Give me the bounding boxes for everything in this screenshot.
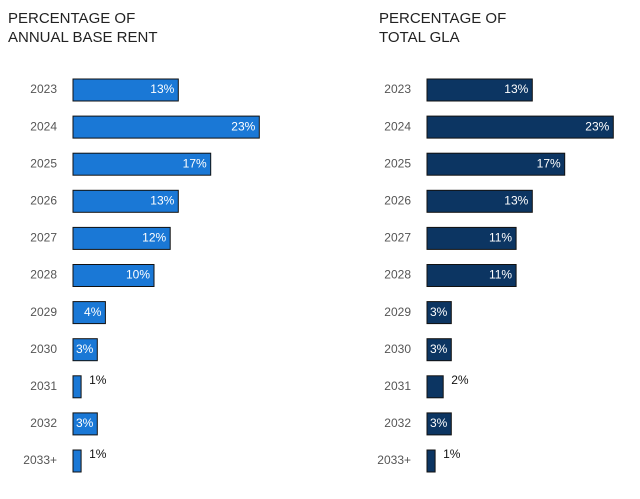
bar [426,226,517,250]
bar [72,78,179,102]
value-label: 13% [150,193,174,207]
chart-title: PERCENTAGE OF TOTAL GLA [379,10,507,46]
bar [426,152,566,176]
value-label: 12% [142,231,166,245]
value-label: 13% [504,193,528,207]
y-tick-label: 2024 [30,119,57,133]
bar [426,301,452,325]
value-label: 1% [89,447,107,461]
value-label: 3% [76,342,94,356]
bar [426,449,436,473]
bar [72,301,106,325]
y-tick-label: 2030 [384,342,411,356]
value-label: 3% [430,305,448,319]
value-label: 1% [443,447,461,461]
y-tick-label: 2032 [30,416,57,430]
bar [72,152,212,176]
y-tick-label: 2030 [30,342,57,356]
bar [426,375,444,399]
value-label: 11% [489,268,512,282]
value-label: 23% [585,119,609,133]
bar [72,115,260,139]
value-label: 1% [89,373,107,387]
value-label: 17% [183,156,207,170]
y-tick-label: 2026 [384,193,411,207]
bar [72,375,82,399]
value-label: 23% [231,119,255,133]
y-tick-label: 2032 [384,416,411,430]
y-tick-label: 2031 [384,379,411,393]
value-label: 17% [537,156,561,170]
y-tick-label: 2028 [30,268,57,282]
bar [72,264,155,287]
bar [72,189,179,213]
bar [72,412,98,436]
value-label: 10% [126,268,150,282]
bar [426,264,517,287]
bar [426,115,614,139]
y-tick-label: 2025 [384,156,411,170]
bar [72,226,171,250]
bar [72,338,98,362]
y-tick-label: 2023 [384,82,411,96]
value-label: 4% [84,305,102,319]
chart-title: PERCENTAGE OF ANNUAL BASE RENT [8,10,158,46]
value-label: 3% [430,342,448,356]
y-tick-label: 2033+ [377,453,411,467]
y-tick-label: 2027 [30,231,57,245]
value-label: 11% [489,231,512,245]
y-tick-label: 2026 [30,193,57,207]
bar [426,189,533,213]
bar [426,78,533,102]
value-label: 2% [451,373,469,387]
y-tick-label: 2031 [30,379,57,393]
y-tick-label: 2024 [384,119,411,133]
bar [426,412,452,436]
y-tick-label: 2029 [384,305,411,319]
y-tick-label: 2027 [384,231,411,245]
y-tick-label: 2028 [384,268,411,282]
bar [426,338,452,362]
bar [72,449,82,473]
value-label: 3% [430,416,448,430]
value-label: 13% [504,82,528,96]
y-tick-label: 2029 [30,305,57,319]
value-label: 3% [76,416,94,430]
value-label: 13% [150,82,174,96]
y-tick-label: 2023 [30,82,57,96]
y-tick-label: 2033+ [23,453,57,467]
y-tick-label: 2025 [30,156,57,170]
